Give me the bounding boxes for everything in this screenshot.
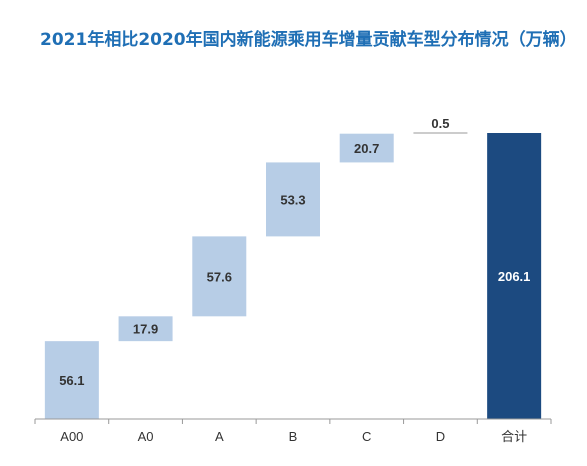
x-tick-label-D: D [436,429,445,444]
bar-A00 [44,341,99,419]
data-label-A00: 56.1 [59,373,84,388]
data-label-合计: 206.1 [498,269,531,284]
data-label-B: 53.3 [280,192,305,207]
bar-A [192,236,247,317]
x-tick-label-A00: A00 [60,429,83,444]
x-tick-label-C: C [362,429,371,444]
chart-title: 2021年相比2020年国内新能源乘用车增量贡献车型分布情况（万辆） [40,30,577,50]
x-tick-label-A0: A0 [138,429,154,444]
x-tick-label-合计: 合计 [501,429,527,444]
data-label-C: 20.7 [354,141,379,156]
bar-C [339,133,394,163]
data-label-A: 57.6 [207,269,232,284]
data-label-A0: 17.9 [133,322,158,337]
x-tick-label-A: A [215,429,224,444]
bar-B [266,162,320,237]
data-label-D: 0.5 [431,116,449,131]
bar-合计 [487,133,542,419]
x-tick-label-B: B [289,429,298,444]
bar-A0 [118,316,173,342]
